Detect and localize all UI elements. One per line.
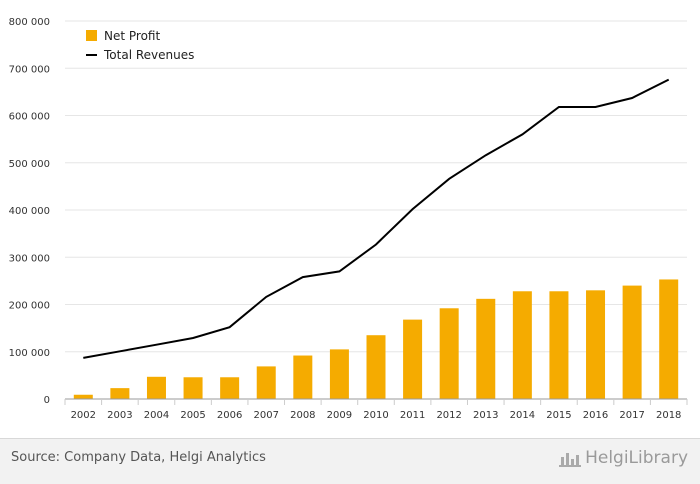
y-tick-label: 400 000 — [9, 206, 50, 217]
x-tick-label: 2005 — [180, 410, 205, 421]
helgi-library-logo[interactable]: HelgiLibrary — [559, 448, 688, 468]
net-profit-bar — [549, 291, 569, 399]
net-profit-bar — [146, 376, 166, 399]
net-profit-bar — [622, 285, 642, 399]
x-axis: 2002 2003 2004 2005 2006 2007 2008 2009 2010 2011… — [64, 398, 688, 421]
net-profit-bar — [256, 366, 276, 399]
x-tick-label: 2014 — [510, 410, 535, 421]
x-tick-label: 2011 — [400, 410, 425, 421]
y-tick-label: 800 000 — [9, 17, 50, 28]
gridlines — [65, 20, 687, 400]
source-note: Source: Company Data, Helgi Analytics — [11, 450, 266, 465]
net-profit-bar — [659, 279, 679, 399]
net-profit-bar — [183, 377, 203, 399]
y-axis: 0 100 000 200 000 300 000 400 000 500 000 600 … — [9, 17, 50, 406]
net-profit-bar — [329, 349, 349, 399]
net-profit-bar — [293, 355, 313, 399]
y-tick-label: 700 000 — [9, 64, 50, 75]
legend-label-net-profit: Net Profit — [104, 29, 160, 43]
net-profit-bar — [366, 335, 386, 399]
net-profit-bar — [512, 291, 532, 399]
y-tick-label: 600 000 — [9, 112, 50, 123]
legend: Net Profit Total Revenues — [86, 29, 194, 62]
x-tick-label: 2013 — [473, 410, 498, 421]
footer: Source: Company Data, Helgi Analytics He… — [0, 438, 700, 484]
y-tick-label: 300 000 — [9, 253, 50, 264]
x-tick-label: 2002 — [71, 410, 96, 421]
net-profit-bar — [403, 319, 423, 399]
net-profit-bars — [73, 279, 679, 399]
x-tick-label: 2008 — [290, 410, 315, 421]
x-tick-label: 2015 — [546, 410, 571, 421]
x-tick-label: 2007 — [254, 410, 279, 421]
net-profit-bar — [73, 394, 93, 399]
x-tick-label: 2016 — [583, 410, 608, 421]
net-profit-bar — [439, 308, 459, 399]
y-tick-label: 500 000 — [9, 159, 50, 170]
net-profit-bar — [586, 290, 606, 399]
x-tick-label: 2012 — [436, 410, 461, 421]
net-profit-bar — [476, 298, 496, 399]
x-tick-label: 2003 — [107, 410, 132, 421]
net-profit-bar — [220, 377, 240, 399]
y-tick-label: 0 — [44, 395, 50, 406]
total-revenues-line — [83, 78, 670, 359]
x-tick-label: 2009 — [327, 410, 352, 421]
legend-swatch-net-profit — [86, 30, 97, 41]
x-tick-label: 2010 — [363, 410, 388, 421]
logo-text: HelgiLibrary — [585, 448, 688, 468]
x-tick-label: 2004 — [144, 410, 169, 421]
net-profit-bar — [110, 388, 130, 399]
x-tick-label: 2018 — [656, 410, 681, 421]
legend-label-total-revenues: Total Revenues — [103, 48, 194, 62]
chart-area: 0 100 000 200 000 300 000 400 000 500 000 600 … — [9, 17, 688, 421]
x-tick-label: 2006 — [217, 410, 242, 421]
y-tick-label: 200 000 — [9, 301, 50, 312]
y-tick-label: 100 000 — [9, 348, 50, 359]
x-tick-label: 2017 — [619, 410, 644, 421]
helgi-logo-icon — [559, 453, 582, 467]
